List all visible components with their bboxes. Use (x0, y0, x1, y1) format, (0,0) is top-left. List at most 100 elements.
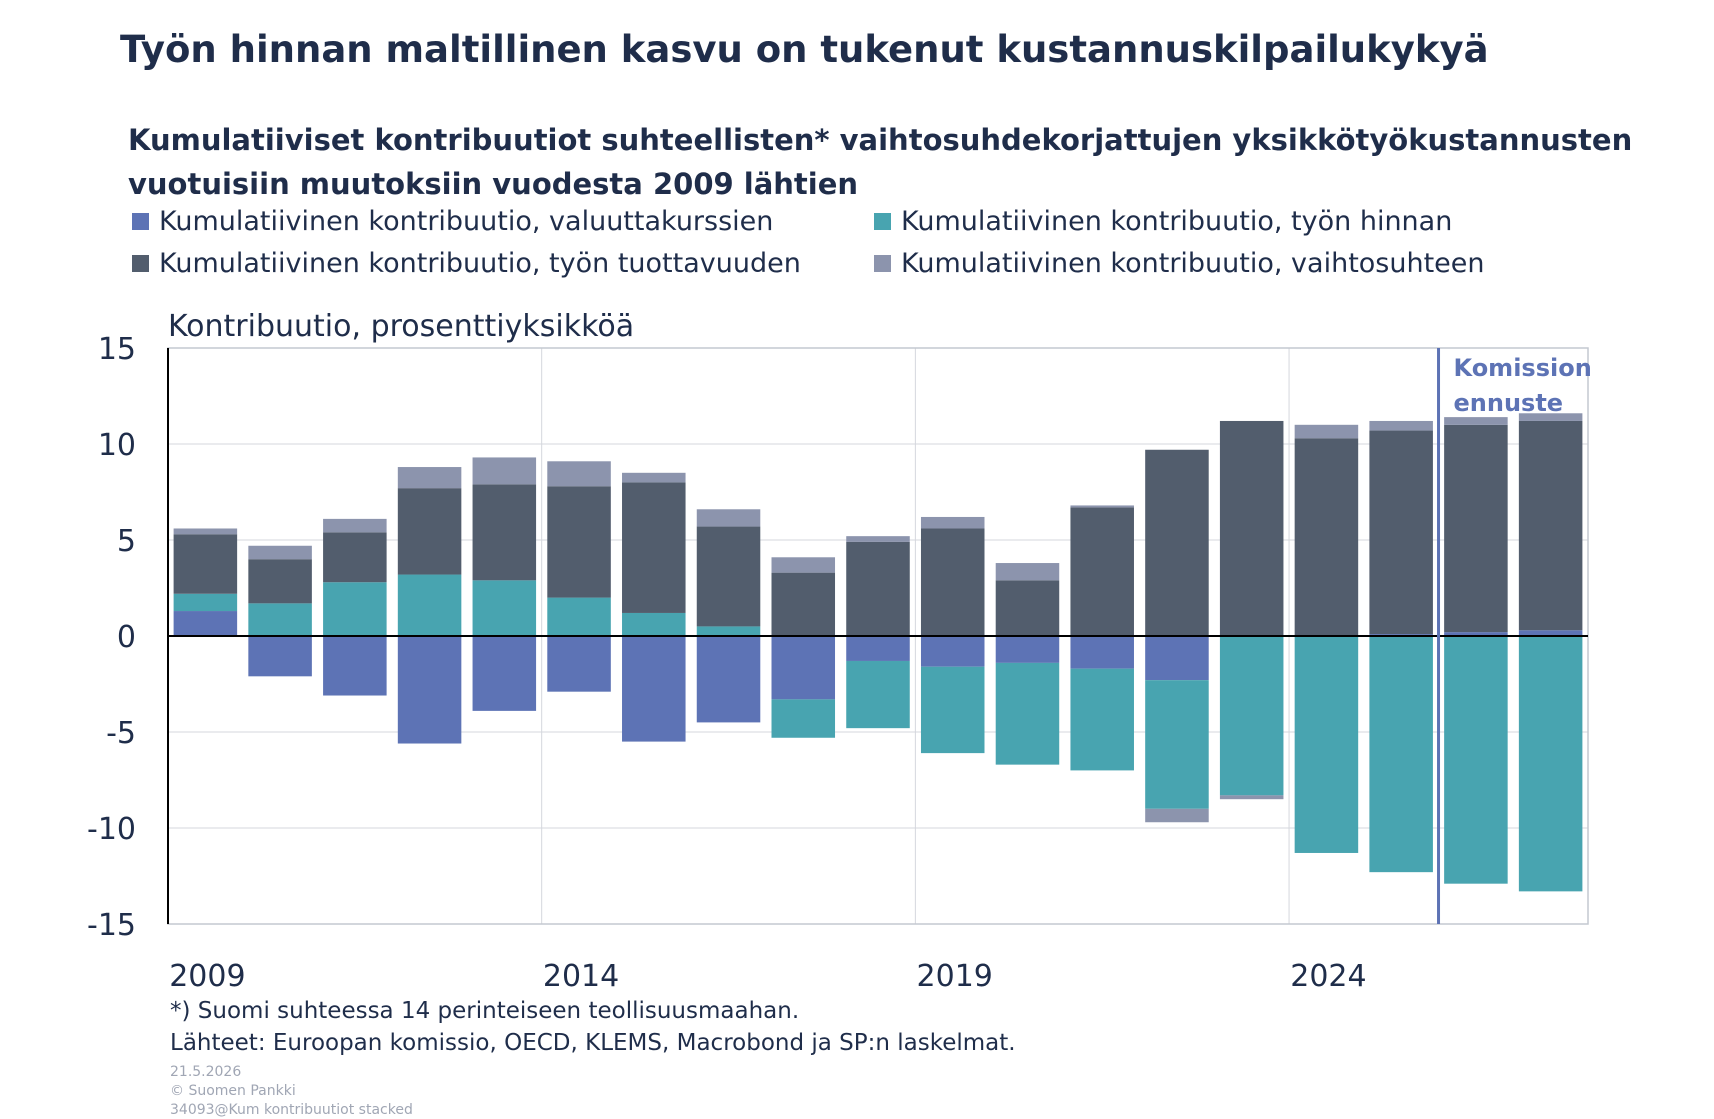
y-tick-label: -5 (106, 716, 136, 751)
legend-item-valuutta: Kumulatiivinen kontribuutio, valuuttakur… (132, 206, 773, 237)
bar-segment-tuottavuus-2022 (1145, 449, 1209, 636)
bar-segment-tyon_hinta-2018 (846, 660, 910, 729)
footnote-sources: Lähteet: Euroopan komissio, OECD, KLEMS,… (170, 1030, 1016, 1056)
meta-date: 21.5.2026 (170, 1064, 242, 1080)
footnote-note: *) Suomi suhteessa 14 perinteiseen teoll… (170, 998, 800, 1024)
bar-segment-tyon_hinta-2015 (622, 612, 686, 636)
bar-segment-tyon_hinta-2012 (397, 574, 462, 636)
bar-segment-tyon_hinta-2019 (920, 666, 985, 754)
bar-segment-tuottavuus-2009 (173, 534, 238, 594)
bar-segment-tyon_hinta-2023 (1219, 636, 1284, 796)
bar-segment-tuottavuus-2011 (323, 532, 387, 583)
y-tick-label: 10 (98, 428, 136, 463)
chart-title: Työn hinnan maltillinen kasvu on tukenut… (120, 28, 1489, 71)
bar-segment-tuottavuus-2024 (1294, 438, 1359, 636)
bar-segment-vaihtosuhde-2014 (547, 461, 611, 487)
bar-segment-tuottavuus-2018 (846, 541, 910, 636)
bar-segment-valuutta-2011 (323, 636, 387, 696)
forecast-label-line2: ennuste (1454, 389, 1564, 417)
forecast-label-line1: Komission (1454, 354, 1592, 382)
bar-segment-vaihtosuhde-2018 (846, 536, 910, 542)
bar-segment-valuutta-2017 (771, 636, 836, 700)
x-tick-label: 2014 (543, 959, 619, 994)
bar-segment-tyon_hinta-2014 (547, 597, 611, 636)
meta-copyright: © Suomen Pankki (170, 1083, 296, 1099)
bar-segment-tyon_hinta-2011 (323, 582, 387, 636)
bar-segment-vaihtosuhde-2026 (1444, 417, 1508, 425)
bar-segment-tuottavuus-2019 (920, 528, 985, 636)
legend-swatch-tyon-hinta (874, 213, 891, 230)
bar-segment-vaihtosuhde-2019 (920, 516, 985, 529)
y-axis-label: Kontribuutio, prosenttiyksikköä (168, 309, 634, 344)
bar-segment-vaihtosuhde-2023 (1219, 795, 1284, 800)
legend: Kumulatiivinen kontribuutio, valuuttakur… (132, 206, 1692, 302)
legend-swatch-valuutta (132, 213, 149, 230)
bar-segment-vaihtosuhde-2020 (995, 563, 1060, 581)
bar-segment-vaihtosuhde-2017 (771, 557, 836, 573)
legend-label-valuutta: Kumulatiivinen kontribuutio, valuuttakur… (159, 206, 774, 237)
bar-segment-tyon_hinta-2025 (1369, 636, 1433, 873)
y-tick-label: 5 (117, 524, 136, 559)
bar-segment-valuutta-2022 (1145, 636, 1209, 681)
bar-segment-valuutta-2014 (547, 636, 611, 692)
bar-segment-vaihtosuhde-2021 (1070, 505, 1134, 508)
bar-segment-vaihtosuhde-2012 (397, 467, 462, 489)
legend-item-tuottavuus: Kumulatiivinen kontribuutio, työn tuotta… (132, 248, 801, 279)
legend-item-vaihtosuhde: Kumulatiivinen kontribuutio, vaihtosuhte… (874, 248, 1485, 279)
bar-segment-valuutta-2013 (472, 636, 537, 711)
bar-segment-tyon_hinta-2021 (1070, 668, 1134, 771)
bar-segment-valuutta-2026 (1444, 632, 1508, 636)
bar-segment-tyon_hinta-2027 (1518, 636, 1583, 892)
y-tick-label: 0 (117, 620, 136, 655)
bar-segment-vaihtosuhde-2009 (173, 528, 238, 535)
bar-segment-valuutta-2009 (173, 611, 238, 636)
legend-label-tyon-hinta: Kumulatiivinen kontribuutio, työn hinnan (901, 206, 1453, 237)
bar-segment-vaihtosuhde-2024 (1294, 424, 1359, 439)
bar-segment-tuottavuus-2023 (1219, 420, 1284, 636)
bar-segment-tuottavuus-2012 (397, 488, 462, 575)
bar-segment-tyon_hinta-2024 (1294, 636, 1359, 853)
y-tick-label: -15 (87, 908, 136, 943)
bar-segment-vaihtosuhde-2022 (1145, 808, 1209, 823)
bar-segment-vaihtosuhde-2016 (696, 509, 761, 527)
legend-label-tuottavuus: Kumulatiivinen kontribuutio, työn tuotta… (159, 248, 801, 279)
legend-item-tyon-hinta: Kumulatiivinen kontribuutio, työn hinnan (874, 206, 1452, 237)
bar-segment-tuottavuus-2021 (1070, 507, 1134, 636)
meta-chart-id: 34093@Kum kontribuutiot stacked (170, 1102, 413, 1118)
x-tick-label: 2009 (169, 959, 245, 994)
bar-segment-tuottavuus-2025 (1369, 430, 1433, 635)
x-tick-label: 2019 (917, 959, 993, 994)
y-tick-label: -10 (87, 812, 136, 847)
bar-segment-tyon_hinta-2009 (173, 593, 238, 612)
bar-segment-valuutta-2019 (920, 636, 985, 667)
bar-segment-tuottavuus-2027 (1518, 420, 1583, 631)
bar-segment-valuutta-2010 (248, 636, 312, 677)
bar-segment-tyon_hinta-2026 (1444, 636, 1508, 884)
bar-segment-tyon_hinta-2017 (771, 699, 836, 738)
bar-segment-vaihtosuhde-2025 (1369, 420, 1433, 431)
legend-swatch-tuottavuus (132, 255, 149, 272)
bar-segment-valuutta-2020 (995, 636, 1060, 663)
bar-segment-tuottavuus-2013 (472, 484, 537, 581)
chart-subtitle: Kumulatiiviset kontribuutiot suhteellist… (128, 123, 1633, 201)
bar-segment-valuutta-2016 (696, 636, 761, 723)
bar-segment-tuottavuus-2017 (771, 572, 836, 636)
bar-segment-tyon_hinta-2022 (1145, 680, 1209, 809)
bar-segment-tuottavuus-2010 (248, 559, 312, 604)
bar-segment-valuutta-2012 (397, 636, 462, 744)
legend-swatch-vaihtosuhde (874, 255, 891, 272)
bar-segment-valuutta-2021 (1070, 636, 1134, 669)
bar-segment-vaihtosuhde-2013 (472, 457, 537, 485)
bar-segment-valuutta-2015 (622, 636, 686, 742)
bar-segment-tyon_hinta-2010 (248, 603, 312, 636)
y-tick-label: 15 (98, 332, 136, 367)
bar-segment-tuottavuus-2026 (1444, 424, 1508, 633)
bar-segment-tuottavuus-2015 (622, 482, 686, 613)
bar-segment-tuottavuus-2016 (696, 526, 761, 627)
x-tick-label: 2024 (1290, 959, 1366, 994)
bar-segment-vaihtosuhde-2010 (248, 545, 312, 560)
bar-segment-tyon_hinta-2013 (472, 580, 537, 636)
bar-segment-valuutta-2027 (1518, 630, 1583, 636)
bar-segment-tyon_hinta-2020 (995, 662, 1060, 765)
